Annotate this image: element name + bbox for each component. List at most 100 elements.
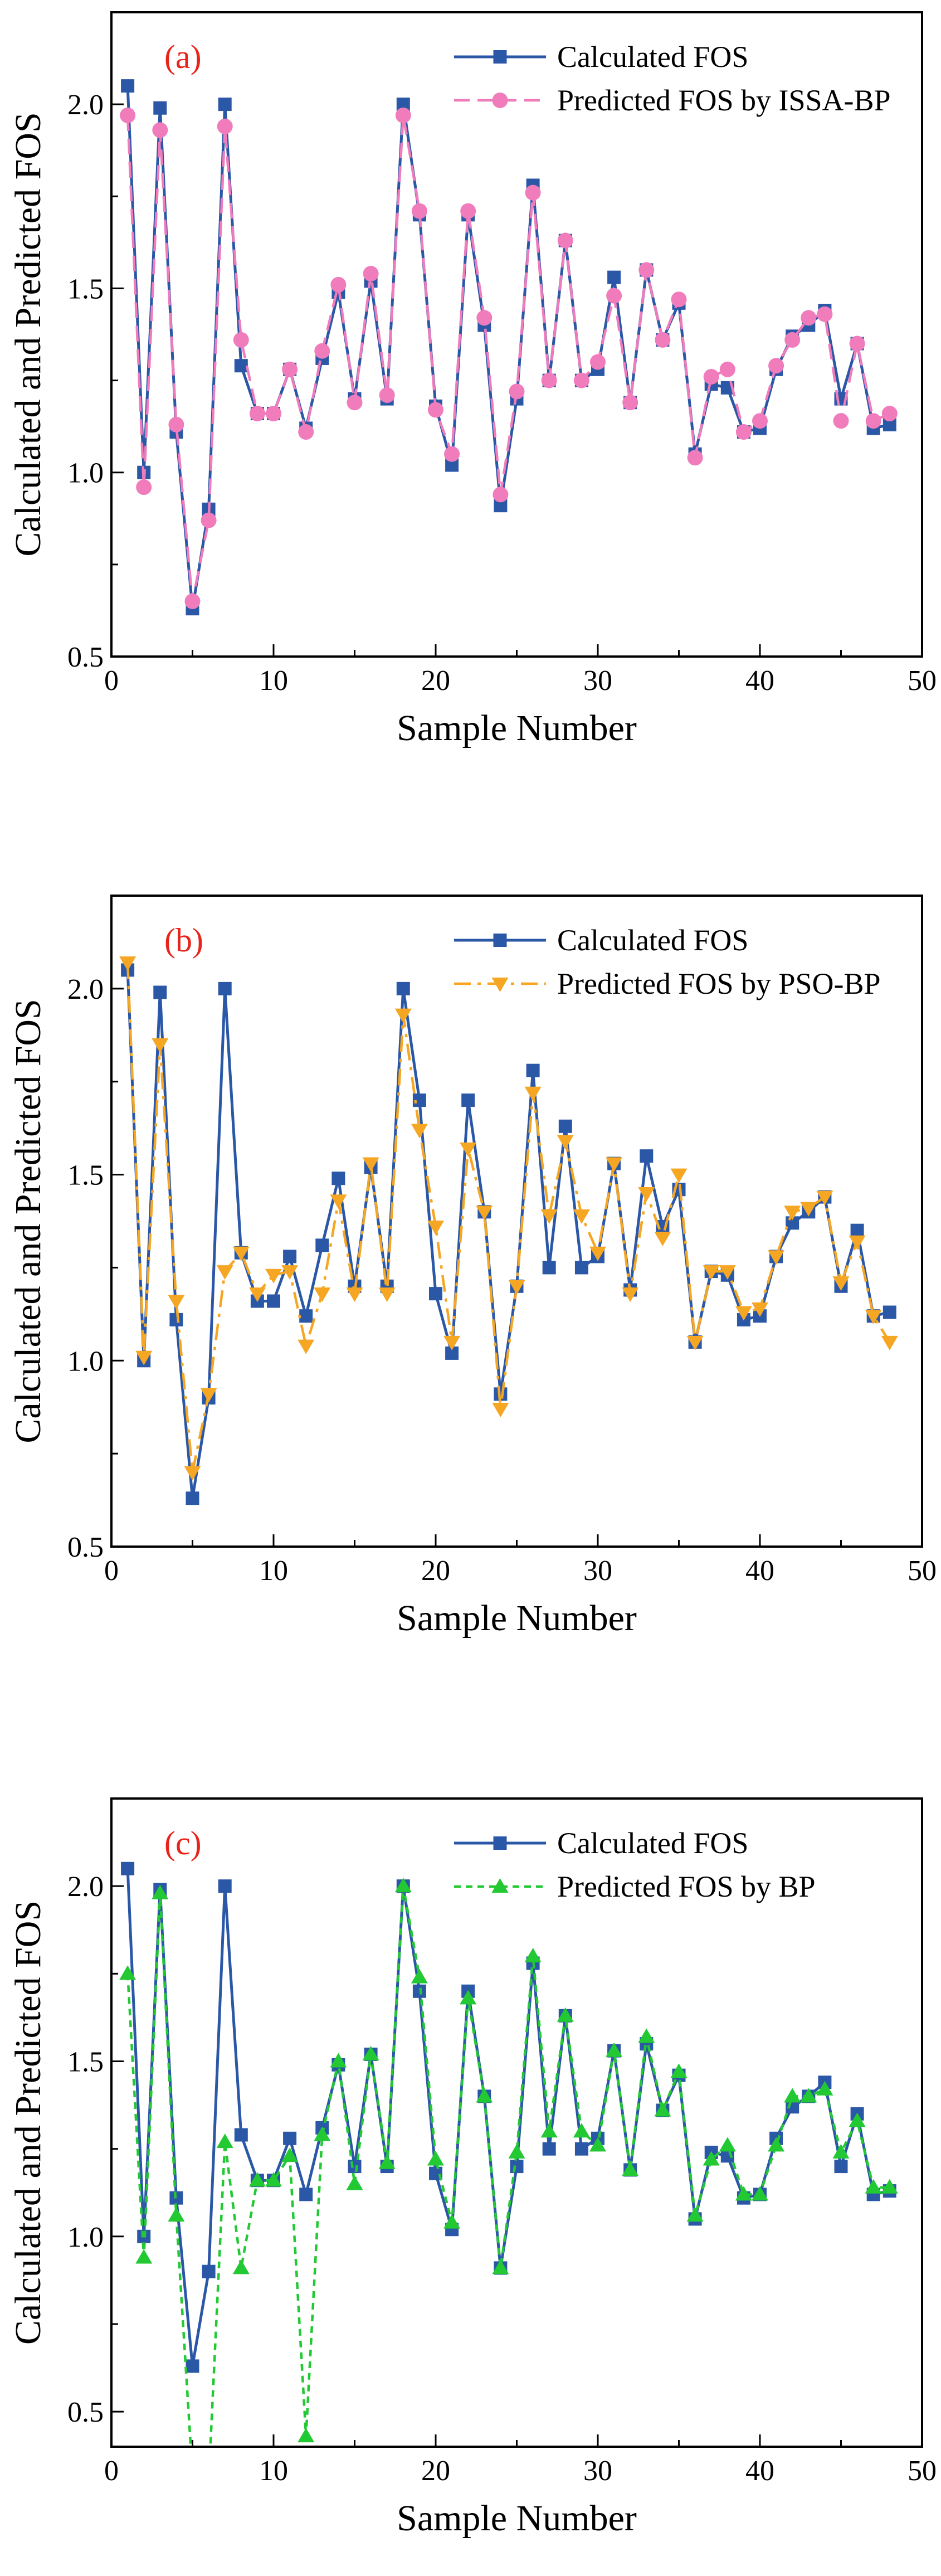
data-point bbox=[444, 446, 460, 462]
data-point bbox=[362, 2045, 379, 2060]
data-point bbox=[589, 2137, 606, 2152]
series-line bbox=[126, 1868, 890, 2368]
panel-label: (c) bbox=[164, 1825, 202, 1861]
x-tick-label: 0 bbox=[104, 2455, 119, 2487]
data-point bbox=[378, 2154, 396, 2169]
chart-panel-b: 0 10 20 30 40 50 0.5 1.0 1.5 2.0 Sample Number Calc… bbox=[8, 895, 937, 1639]
data-point bbox=[152, 1884, 169, 1899]
data-point bbox=[394, 1878, 412, 1893]
data-point bbox=[135, 1350, 153, 1365]
data-point bbox=[216, 1265, 233, 1280]
data-point bbox=[378, 1287, 396, 1302]
data-point bbox=[622, 395, 638, 411]
data-point bbox=[768, 1250, 785, 1265]
data-point bbox=[752, 413, 768, 429]
data-point bbox=[865, 2179, 882, 2194]
data-point bbox=[460, 1142, 477, 1157]
x-tick-label: 30 bbox=[583, 1555, 612, 1587]
data-point bbox=[218, 981, 232, 995]
data-point bbox=[735, 1306, 752, 1321]
data-point bbox=[379, 387, 395, 403]
legend-marker bbox=[493, 1836, 507, 1850]
data-point bbox=[540, 1209, 558, 1224]
data-point bbox=[314, 2126, 331, 2141]
data-point bbox=[460, 203, 476, 219]
data-point bbox=[201, 512, 217, 528]
data-point bbox=[168, 416, 184, 432]
data-point bbox=[411, 1969, 428, 1984]
legend-marker bbox=[491, 978, 509, 992]
y-axis-title: Calculated and Predicted FOS bbox=[8, 112, 48, 556]
chart-panel-a: 0 10 20 30 40 50 0.5 1.0 1.5 2.0 Sample Number Calc… bbox=[8, 11, 937, 749]
data-point bbox=[574, 1261, 588, 1275]
data-point bbox=[314, 1287, 331, 1302]
y-tick-label: 1.0 bbox=[67, 458, 104, 489]
legend-marker bbox=[491, 1878, 509, 1893]
data-point bbox=[315, 1238, 329, 1252]
y-tick-label: 1.0 bbox=[67, 2222, 104, 2253]
series-line bbox=[126, 963, 891, 1474]
data-point bbox=[395, 107, 411, 123]
data-point bbox=[119, 1965, 136, 1980]
x-axis-title: Sample Number bbox=[397, 1598, 637, 1639]
y-tick-label: 1.5 bbox=[67, 2046, 104, 2078]
x-tick-label: 40 bbox=[745, 665, 774, 697]
data-point bbox=[299, 2188, 313, 2201]
data-point bbox=[542, 1261, 556, 1275]
data-point bbox=[703, 368, 719, 385]
data-point bbox=[186, 1491, 199, 1505]
data-point bbox=[476, 1206, 493, 1221]
data-point bbox=[817, 306, 833, 322]
data-point bbox=[429, 1287, 442, 1301]
data-point bbox=[525, 184, 541, 201]
x-axis-title: Sample Number bbox=[397, 2498, 637, 2539]
legend-label: Calculated FOS bbox=[557, 40, 748, 74]
y-tick-label: 0.5 bbox=[67, 1532, 104, 1563]
x-tick-label: 10 bbox=[259, 2455, 288, 2487]
data-point bbox=[121, 79, 135, 93]
legend-label: Predicted FOS by PSO-BP bbox=[557, 967, 881, 1000]
data-point bbox=[816, 1190, 833, 1206]
data-point bbox=[573, 372, 589, 388]
data-point bbox=[686, 1335, 704, 1350]
data-point bbox=[461, 1093, 475, 1107]
data-point bbox=[849, 1235, 866, 1250]
data-point bbox=[508, 2144, 525, 2159]
data-point bbox=[186, 2359, 199, 2373]
data-point bbox=[265, 2172, 282, 2187]
data-point bbox=[347, 395, 363, 411]
data-point bbox=[752, 2186, 768, 2201]
panel-label: (a) bbox=[164, 38, 202, 75]
data-point bbox=[362, 1157, 379, 1172]
data-point bbox=[640, 1149, 654, 1163]
y-tick-label: 0.5 bbox=[67, 2397, 104, 2428]
data-point bbox=[248, 2172, 266, 2187]
data-point bbox=[135, 2249, 153, 2264]
data-point bbox=[249, 406, 265, 422]
data-point bbox=[363, 266, 379, 282]
data-point bbox=[606, 288, 622, 304]
data-point bbox=[833, 413, 849, 429]
data-point bbox=[849, 336, 865, 352]
data-point bbox=[509, 383, 525, 400]
data-point bbox=[234, 2128, 248, 2142]
data-point bbox=[589, 1246, 606, 1261]
x-tick-label: 50 bbox=[908, 1555, 937, 1587]
data-point bbox=[346, 2175, 363, 2190]
y-tick-label: 2.0 bbox=[67, 974, 104, 1005]
data-point bbox=[638, 1187, 655, 1202]
data-point bbox=[542, 2142, 556, 2156]
data-point bbox=[557, 232, 573, 249]
data-point bbox=[606, 1157, 623, 1172]
data-point bbox=[606, 2042, 623, 2057]
data-point bbox=[768, 358, 784, 374]
y-axis-title: Calculated and Predicted FOS bbox=[8, 1901, 48, 2345]
data-point bbox=[152, 1038, 169, 1053]
data-point bbox=[832, 1276, 850, 1291]
y-tick-label: 1.0 bbox=[67, 1345, 104, 1377]
plot-area bbox=[120, 79, 898, 616]
series-calculated bbox=[121, 79, 896, 616]
data-point bbox=[153, 101, 167, 115]
data-point bbox=[314, 343, 330, 359]
